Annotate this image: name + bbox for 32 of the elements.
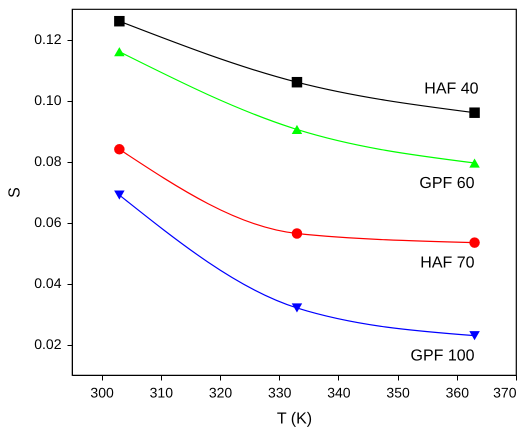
series-label: HAF 40 <box>424 80 479 98</box>
point <box>114 190 125 200</box>
point <box>114 144 125 155</box>
point <box>469 237 480 248</box>
x-tick-label: 360 <box>446 384 470 400</box>
point <box>469 107 480 118</box>
point <box>292 76 302 88</box>
x-tick-label: 370 <box>493 384 517 400</box>
point <box>114 16 125 26</box>
x-tick-label: 320 <box>208 384 232 400</box>
point <box>114 47 125 56</box>
x-axis-title: T (K) <box>276 410 312 428</box>
point <box>469 331 480 340</box>
series-label: GPF 60 <box>419 175 475 192</box>
y-tick-label: 0.04 <box>34 275 62 291</box>
y-tick-label: 0.10 <box>34 92 62 108</box>
x-tick-label: 300 <box>90 384 114 400</box>
y-tick-label: 0.12 <box>34 31 62 47</box>
x-tick-label: 310 <box>150 384 174 400</box>
y-tick-label: 0.06 <box>34 214 62 230</box>
series-label: HAF 70 <box>420 254 475 272</box>
point <box>292 228 302 239</box>
x-tick-label: 330 <box>268 384 292 400</box>
point <box>469 158 480 168</box>
y-tick-label: 0.02 <box>34 336 62 352</box>
series-label: GPF 100 <box>410 348 475 365</box>
y-axis-title: S <box>6 187 24 198</box>
point <box>292 303 302 312</box>
x-tick-label: 340 <box>327 384 351 400</box>
x-tick-label: 350 <box>386 384 410 400</box>
point <box>292 124 302 134</box>
y-tick-label: 0.08 <box>34 153 62 169</box>
